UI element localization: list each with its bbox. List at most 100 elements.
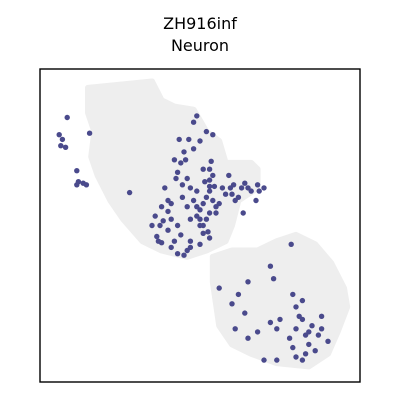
data-point xyxy=(187,185,194,191)
data-point xyxy=(299,297,306,304)
data-point xyxy=(181,252,187,258)
data-point xyxy=(206,188,213,194)
data-point xyxy=(245,279,251,285)
data-point xyxy=(160,218,166,224)
data-point xyxy=(248,188,254,194)
data-point xyxy=(168,216,174,222)
data-point xyxy=(293,304,299,310)
data-point xyxy=(229,301,235,307)
data-point xyxy=(230,182,237,188)
data-point xyxy=(242,180,248,186)
data-point xyxy=(171,157,178,163)
data-point xyxy=(318,326,325,332)
data-point xyxy=(210,197,216,204)
data-point xyxy=(302,351,309,357)
data-point xyxy=(197,216,203,222)
data-point xyxy=(182,157,189,163)
data-point xyxy=(165,227,171,233)
data-point xyxy=(187,238,194,244)
data-point xyxy=(211,183,218,190)
data-point xyxy=(184,204,190,210)
data-point xyxy=(83,182,90,188)
data-point xyxy=(306,341,312,348)
data-point xyxy=(286,335,293,341)
data-point xyxy=(58,143,64,149)
data-point xyxy=(202,179,208,185)
data-point xyxy=(181,149,187,155)
data-point xyxy=(187,216,194,222)
data-point xyxy=(288,241,294,247)
data-point xyxy=(174,251,181,257)
data-point xyxy=(178,160,184,166)
data-point xyxy=(232,326,238,332)
data-point xyxy=(173,175,179,182)
data-point xyxy=(86,130,93,136)
data-point xyxy=(242,310,248,316)
data-point xyxy=(267,263,274,269)
data-point xyxy=(64,114,70,121)
data-point xyxy=(213,210,219,216)
data-point xyxy=(267,319,274,326)
data-point xyxy=(205,229,211,235)
data-point xyxy=(158,240,165,246)
data-point xyxy=(206,183,213,190)
data-point xyxy=(59,136,66,143)
data-point xyxy=(274,326,280,332)
data-point xyxy=(290,291,296,298)
points-layer xyxy=(56,113,331,363)
data-point xyxy=(226,172,232,179)
data-point xyxy=(245,335,251,341)
data-point xyxy=(238,185,245,191)
data-point xyxy=(312,348,318,354)
data-point xyxy=(168,244,174,251)
data-point xyxy=(158,204,165,210)
data-point xyxy=(190,119,197,125)
data-point xyxy=(299,357,306,363)
data-point xyxy=(219,185,226,191)
data-point xyxy=(235,194,242,200)
data-point xyxy=(216,285,222,291)
data-point xyxy=(254,329,261,335)
data-point xyxy=(190,146,197,152)
data-point xyxy=(203,216,210,222)
data-point xyxy=(210,172,216,179)
data-point xyxy=(184,175,190,182)
data-point xyxy=(274,357,280,363)
data-point xyxy=(293,326,299,332)
data-point xyxy=(152,213,158,219)
chart-subtitle: Neuron xyxy=(171,36,229,55)
data-point xyxy=(74,182,80,188)
data-point xyxy=(197,222,203,229)
data-point xyxy=(174,222,181,229)
data-point xyxy=(309,323,315,329)
data-point xyxy=(253,197,259,204)
data-point xyxy=(293,354,299,360)
chart-title: ZH916inf xyxy=(163,14,237,33)
data-point xyxy=(254,182,261,188)
data-point xyxy=(222,191,229,197)
data-point xyxy=(277,316,283,323)
data-point xyxy=(235,291,242,298)
data-point xyxy=(162,185,168,191)
data-point xyxy=(194,204,200,210)
data-point xyxy=(210,132,216,138)
data-point xyxy=(187,244,194,251)
data-point xyxy=(194,188,200,194)
data-point xyxy=(126,189,133,196)
data-point xyxy=(200,200,206,207)
data-point xyxy=(270,276,277,282)
data-point xyxy=(240,210,246,216)
data-point xyxy=(197,241,203,247)
data-point xyxy=(74,168,80,174)
data-point xyxy=(186,136,192,143)
data-point xyxy=(203,194,210,200)
data-point xyxy=(157,222,163,229)
data-point xyxy=(206,177,213,183)
data-point xyxy=(165,208,171,215)
data-point xyxy=(176,136,182,143)
data-point xyxy=(299,316,306,323)
tissue-region-lower-right-tissue xyxy=(209,231,351,370)
data-point xyxy=(197,138,203,144)
data-point xyxy=(179,182,186,188)
